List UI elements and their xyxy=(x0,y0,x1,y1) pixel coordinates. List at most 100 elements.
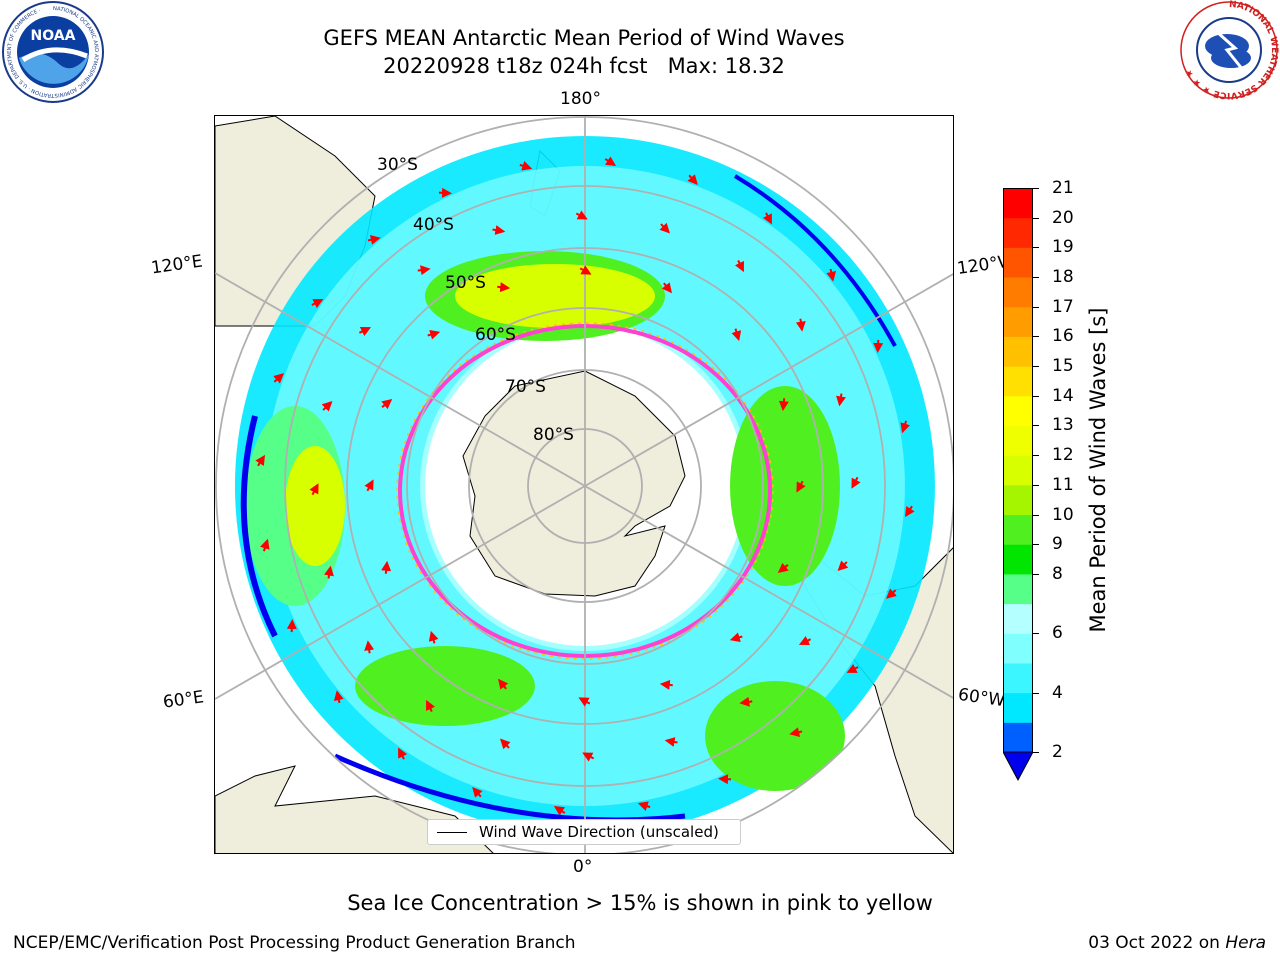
colorbar-band xyxy=(1003,633,1033,664)
chart-title: GEFS MEAN Antarctic Mean Period of Wind … xyxy=(323,26,845,50)
colorbar-band xyxy=(1003,366,1033,397)
colorbar-tick-mark xyxy=(1033,633,1039,635)
wave-direction-arrow xyxy=(739,696,753,707)
wave-direction-arrow xyxy=(492,225,506,235)
wave-direction-arrow xyxy=(417,265,431,276)
wave-direction-arrow xyxy=(659,679,673,690)
colorbar-tick-label: 6 xyxy=(1052,623,1063,644)
colorbar-band xyxy=(1003,277,1033,308)
wind-wave-field xyxy=(234,136,935,836)
colorbar-tick-label: 12 xyxy=(1052,445,1074,466)
colorbar-band xyxy=(1003,455,1033,486)
wave-direction-arrow xyxy=(381,560,392,574)
nws-logo: NATIONAL WEATHER SERVICE ★ ★ ★ xyxy=(1180,0,1279,100)
wave-direction-arrow xyxy=(604,156,617,167)
colorbar-tick-mark xyxy=(1033,484,1039,486)
colorbar-band xyxy=(1003,573,1033,605)
footer-machine: Hera xyxy=(1225,933,1266,953)
legend-label: Wind Wave Direction (unscaled) xyxy=(479,823,719,841)
colorbar-band xyxy=(1003,188,1033,219)
wave-direction-arrow xyxy=(836,393,846,407)
colorbar-band xyxy=(1003,544,1033,575)
map-legend: Wind Wave Direction (unscaled) xyxy=(427,819,741,845)
wave-direction-arrow xyxy=(837,560,849,572)
colorbar-band xyxy=(1003,306,1033,337)
wave-direction-arrow xyxy=(789,727,803,738)
map-panel: 30°S 40°S 50°S 60°S 70°S 80°S xyxy=(214,115,954,854)
legend-line-swatch xyxy=(437,832,467,833)
wave-direction-arrow xyxy=(364,479,374,492)
colorbar-tick-label: 20 xyxy=(1052,207,1074,228)
wave-direction-arrow xyxy=(428,630,439,644)
wave-direction-arrow xyxy=(426,699,435,713)
wave-direction-arrow xyxy=(333,690,344,704)
wave-direction-arrow xyxy=(367,234,381,245)
wave-direction-arrow xyxy=(661,282,672,294)
wave-direction-arrow xyxy=(519,161,533,171)
lat-label-50s: 50°S xyxy=(445,273,486,293)
footer-date: 03 Oct 2022 on Hera xyxy=(1088,933,1266,953)
wave-direction-arrow xyxy=(778,398,789,412)
wave-direction-arrow xyxy=(718,774,732,785)
colorbar-band xyxy=(1003,603,1033,634)
noaa-logo: NATIONAL OCEANIC AND ATMOSPHERIC ADMINIS… xyxy=(2,1,104,103)
footer-credit: NCEP/EMC/Verification Post Processing Pr… xyxy=(13,933,576,953)
colorbar-extend-arrow xyxy=(1003,751,1033,782)
wave-direction-arrow xyxy=(826,268,837,282)
wave-direction-arrow xyxy=(273,373,284,384)
wave-direction-arrow xyxy=(904,505,915,518)
wave-direction-arrow xyxy=(498,678,509,690)
wave-direction-arrow xyxy=(358,327,372,336)
lon-label-180: 180° xyxy=(560,89,601,109)
wave-direction-arrow xyxy=(582,752,595,762)
wave-direction-arrow xyxy=(664,737,678,747)
polar-map: 30°S 40°S 50°S 60°S 70°S 80°S xyxy=(215,116,953,853)
colorbar-band xyxy=(1003,247,1033,278)
colorbar-tick-mark xyxy=(1033,573,1039,575)
wave-direction-arrow xyxy=(309,483,319,496)
colorbar-title: Mean Period of Wind Waves [s] xyxy=(1086,307,1110,633)
lon-label-120e: 120°E xyxy=(149,251,204,279)
wave-direction-arrow xyxy=(260,538,270,552)
colorbar-tick-label: 17 xyxy=(1052,296,1074,317)
wave-direction-arrow xyxy=(873,339,884,353)
wave-direction-arrow xyxy=(796,480,806,493)
wave-direction-arrow xyxy=(795,318,806,332)
noaa-logo-text: NOAA xyxy=(31,28,76,44)
wave-direction-arrow xyxy=(731,328,742,342)
wave-direction-arrow xyxy=(851,476,861,489)
wave-direction-arrow xyxy=(553,805,566,816)
wave-direction-arrow xyxy=(659,222,671,234)
colorbar-tick-mark xyxy=(1033,544,1039,546)
wave-direction-arrow xyxy=(321,400,333,412)
colorbar-band xyxy=(1003,395,1033,426)
wave-direction-arrow xyxy=(311,299,324,309)
colorbar-tick-label: 10 xyxy=(1052,504,1074,525)
colorbar-band xyxy=(1003,484,1033,516)
colorbar-tick-mark xyxy=(1033,752,1039,753)
land-masses xyxy=(215,116,953,853)
wave-direction-arrow xyxy=(499,738,511,750)
wave-direction-arrow xyxy=(286,619,297,633)
colorbar xyxy=(1003,188,1033,782)
colorbar-tick-mark xyxy=(1033,692,1039,694)
colorbar-tick-mark xyxy=(1033,514,1039,516)
wave-direction-arrow xyxy=(575,210,588,220)
graticule xyxy=(215,116,953,853)
colorbar-tick-label: 18 xyxy=(1052,267,1074,288)
colorbar-tick-label: 8 xyxy=(1052,563,1063,584)
colorbar-tick-mark xyxy=(1033,425,1039,427)
colorbar-band xyxy=(1003,662,1033,694)
wave-direction-arrow xyxy=(472,787,483,798)
wave-direction-arrow xyxy=(637,801,651,811)
lat-label-40s: 40°S xyxy=(413,215,454,235)
colorbar-tick-label: 15 xyxy=(1052,356,1074,377)
lat-label-30s: 30°S xyxy=(377,155,418,175)
lon-label-0: 0° xyxy=(573,857,593,877)
antarctica-land xyxy=(462,370,686,597)
colorbar-tick-mark xyxy=(1033,395,1039,397)
colorbar-tick-label: 13 xyxy=(1052,415,1074,436)
colorbar-tick-label: 19 xyxy=(1052,237,1074,258)
wave-direction-arrow xyxy=(777,562,789,573)
wave-direction-arrow xyxy=(900,420,910,434)
